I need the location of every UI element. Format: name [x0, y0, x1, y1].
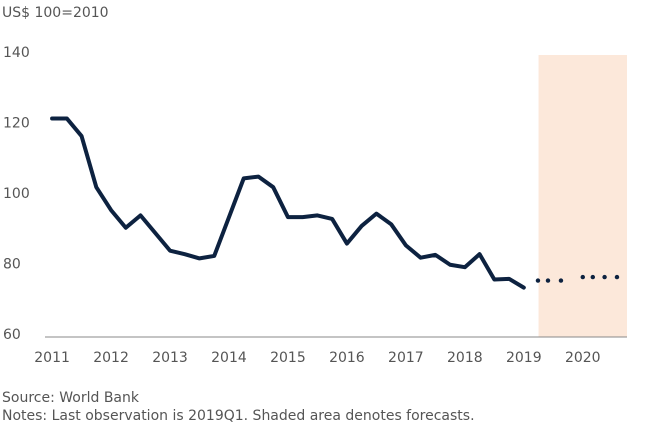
x-tick-label: 2016	[329, 350, 365, 366]
x-tick-label: 2015	[270, 350, 306, 366]
y-tick-label: 140	[3, 45, 30, 61]
forecast-dot	[614, 274, 620, 280]
x-tick-label: 2020	[565, 350, 601, 366]
forecast-shade	[538, 55, 627, 337]
unit-label: US$ 100=2010	[2, 5, 109, 21]
y-tick-label: 120	[3, 116, 30, 132]
x-tick-label: 2018	[447, 350, 483, 366]
forecast-dot	[580, 274, 585, 280]
y-tick-label: 100	[3, 186, 30, 202]
x-tick-label: 2012	[93, 350, 129, 366]
forecast-dot	[590, 274, 595, 280]
y-tick-label: 80	[3, 257, 21, 273]
x-tick-label: 2014	[211, 350, 247, 366]
forecast-dot	[558, 278, 564, 283]
x-tick-label: 2011	[34, 350, 70, 366]
y-tick-label: 60	[3, 327, 21, 343]
notes: Notes: Last observation is 2019Q1. Shade…	[2, 408, 475, 424]
x-tick-label: 2013	[152, 350, 188, 366]
data-line	[50, 116, 526, 290]
x-tick-label: 2017	[388, 350, 424, 366]
forecast-dot	[535, 278, 541, 283]
forecast-dot	[602, 274, 607, 280]
forecast-dot	[545, 278, 551, 283]
x-tick-label: 2019	[506, 350, 542, 366]
source: Source: World Bank	[2, 390, 140, 406]
